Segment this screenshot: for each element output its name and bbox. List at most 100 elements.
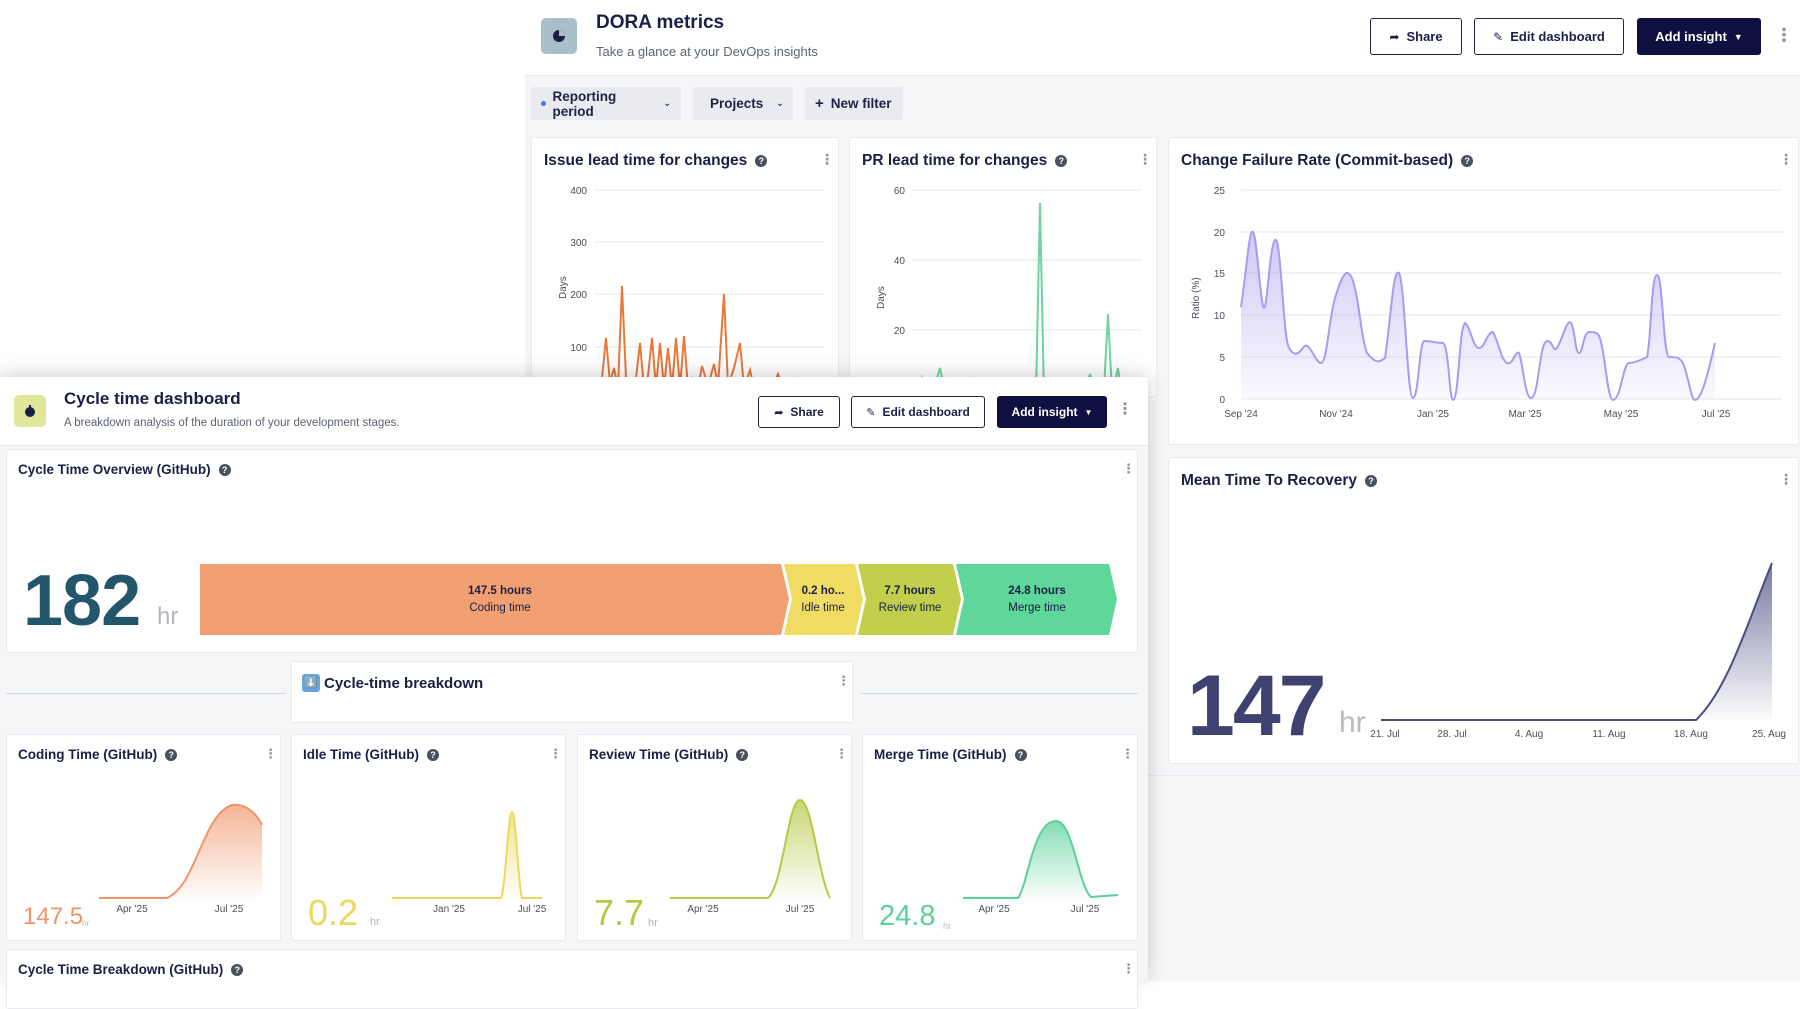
- more-options-icon[interactable]: ⋮: [1121, 746, 1134, 761]
- idle-time-unit: hr: [370, 916, 380, 928]
- plus-icon: +: [815, 95, 824, 112]
- y-tick: 10: [1214, 311, 1226, 322]
- edit-dashboard-button[interactable]: ✎ Edit dashboard: [1474, 18, 1624, 55]
- mttr-chart: 21. Jul 28. Jul 4. Aug 11. Aug 18. Aug 2…: [1370, 562, 1786, 740]
- segment-idle-label: 0.2 ho... Idle time: [801, 585, 845, 614]
- dashboard-icon: [14, 395, 46, 427]
- share-button[interactable]: ➦ Share: [1370, 18, 1462, 55]
- card-title: Mean Time To Recovery?: [1181, 472, 1378, 490]
- y-axis-label: Ratio (%): [1191, 277, 1202, 319]
- more-options-icon[interactable]: ⋮: [264, 746, 277, 761]
- card-title: Cycle Time Breakdown (GitHub)?: [18, 962, 244, 977]
- issue-lead-line: [597, 285, 801, 396]
- y-axis-label: Days: [558, 276, 569, 299]
- page-title: Cycle time dashboard: [64, 389, 241, 408]
- breakdown-header-card: ⬇️ Cycle-time breakdown ⋮: [291, 661, 853, 723]
- more-options-icon[interactable]: ⋮: [1779, 151, 1793, 167]
- segment-idle[interactable]: [784, 564, 863, 635]
- mttr-unit: hr: [1339, 706, 1366, 739]
- section-divider-right: [860, 693, 1138, 694]
- x-tick: Jul '25: [215, 904, 244, 915]
- cfr-line: [1240, 230, 1716, 402]
- review-time-line: [670, 798, 831, 899]
- cfr-area: [1241, 231, 1715, 400]
- y-tick: 100: [570, 343, 587, 354]
- merge-time-value: 24.8: [879, 900, 936, 932]
- y-tick: 20: [894, 326, 906, 337]
- more-options-icon[interactable]: ⋮: [1117, 401, 1133, 418]
- card-title: Idle Time (GitHub)?: [303, 747, 440, 762]
- merge-time-area: [963, 821, 1118, 898]
- y-tick: 200: [570, 290, 587, 301]
- y-gridlines: [912, 189, 1142, 331]
- x-tick: Apr '25: [687, 904, 719, 915]
- help-icon[interactable]: ?: [165, 748, 178, 761]
- more-options-icon[interactable]: ⋮: [1122, 961, 1135, 976]
- merge-time-card: Merge Time (GitHub)? ⋮ 24.8 hr Apr '25 J…: [862, 734, 1138, 941]
- help-icon[interactable]: ?: [1365, 475, 1378, 487]
- x-tick: Jul '25: [518, 904, 547, 915]
- help-icon[interactable]: ?: [218, 463, 231, 476]
- mttr-line: [1381, 562, 1773, 721]
- review-time-chart: Apr '25 Jul '25: [670, 798, 831, 915]
- more-options-icon[interactable]: ⋮: [1122, 461, 1135, 476]
- x-tick: 25. Aug: [1752, 729, 1786, 740]
- mttr-area: [1381, 563, 1772, 720]
- more-options-icon[interactable]: ⋮: [1779, 471, 1793, 487]
- more-options-icon[interactable]: ⋮: [1138, 151, 1152, 167]
- x-tick: Sep '24: [1224, 409, 1258, 420]
- edit-dashboard-button[interactable]: ✎ Edit dashboard: [851, 396, 985, 428]
- filter-projects[interactable]: Projects ⌄: [693, 87, 793, 120]
- help-icon[interactable]: ?: [231, 963, 244, 976]
- share-button[interactable]: ➦ Share: [758, 396, 840, 428]
- cycle-breakdown-card: Cycle Time Breakdown (GitHub)? ⋮: [6, 949, 1138, 1009]
- segment-review[interactable]: [858, 564, 961, 635]
- share-icon: ➦: [774, 406, 784, 419]
- coding-time-unit: hr: [82, 919, 90, 928]
- idle-time-value: 0.2: [308, 892, 359, 933]
- add-insight-button[interactable]: Add insight ▼: [997, 396, 1107, 428]
- more-options-icon[interactable]: ⋮: [1775, 25, 1793, 45]
- divider: [1148, 775, 1800, 776]
- idle-time-card: Idle Time (GitHub)? ⋮ 0.2 hr Jan '25 Jul…: [291, 734, 566, 941]
- help-icon[interactable]: ?: [1014, 748, 1027, 761]
- caret-down-icon: ▼: [1084, 407, 1093, 417]
- cycle-overview-card: Cycle Time Overview (GitHub)? ⋮ 182 hr 1…: [6, 449, 1138, 653]
- change-failure-rate-card: Change Failure Rate (Commit-based)? ⋮ Ra…: [1168, 137, 1799, 445]
- more-options-icon[interactable]: ⋮: [835, 746, 848, 761]
- x-tick: Jul '25: [786, 904, 815, 915]
- segment-review-label: 7.7 hours Review time: [878, 585, 942, 614]
- merge-time-unit: hr: [943, 921, 952, 931]
- more-options-icon[interactable]: ⋮: [820, 151, 834, 167]
- more-options-icon[interactable]: ⋮: [549, 746, 562, 761]
- card-title: Review Time (GitHub)?: [589, 747, 749, 762]
- segment-merge[interactable]: [956, 564, 1117, 635]
- segment-coding-label: 147.5 hours Coding time: [468, 585, 532, 614]
- new-filter-button[interactable]: + New filter: [805, 87, 903, 120]
- help-icon[interactable]: ?: [755, 155, 768, 167]
- x-tick: May '25: [1604, 409, 1639, 420]
- help-icon[interactable]: ?: [1461, 155, 1474, 167]
- idle-time-area: [392, 812, 542, 898]
- x-tick: Apr '25: [116, 904, 148, 915]
- y-tick: 300: [570, 238, 587, 249]
- coding-time-line: [99, 803, 263, 899]
- more-options-icon[interactable]: ⋮: [837, 673, 850, 688]
- help-icon[interactable]: ?: [427, 748, 440, 761]
- timer-icon: [25, 405, 35, 417]
- card-title: Issue lead time for changes?: [544, 152, 768, 170]
- x-tick: Nov '24: [1319, 409, 1353, 420]
- pr-lead-chart: Days 60 40 20: [876, 186, 1142, 396]
- y-tick: 5: [1219, 353, 1225, 364]
- y-tick: 25: [1214, 186, 1226, 197]
- mttr-card: Mean Time To Recovery? ⋮ 147 hr 21. Jul …: [1168, 457, 1799, 764]
- help-icon[interactable]: ?: [1055, 155, 1068, 167]
- y-tick: 20: [1214, 228, 1226, 239]
- issue-lead-chart: Days 400 300 200 100: [558, 186, 824, 396]
- filter-reporting-period[interactable]: Reporting period ⌄: [531, 87, 681, 120]
- cycle-header: Cycle time dashboard A breakdown analysi…: [0, 377, 1148, 446]
- coding-time-value: 147.5: [23, 903, 84, 930]
- help-icon[interactable]: ?: [736, 748, 749, 761]
- add-insight-button[interactable]: Add insight ▼: [1637, 18, 1761, 55]
- segment-coding[interactable]: [200, 564, 789, 635]
